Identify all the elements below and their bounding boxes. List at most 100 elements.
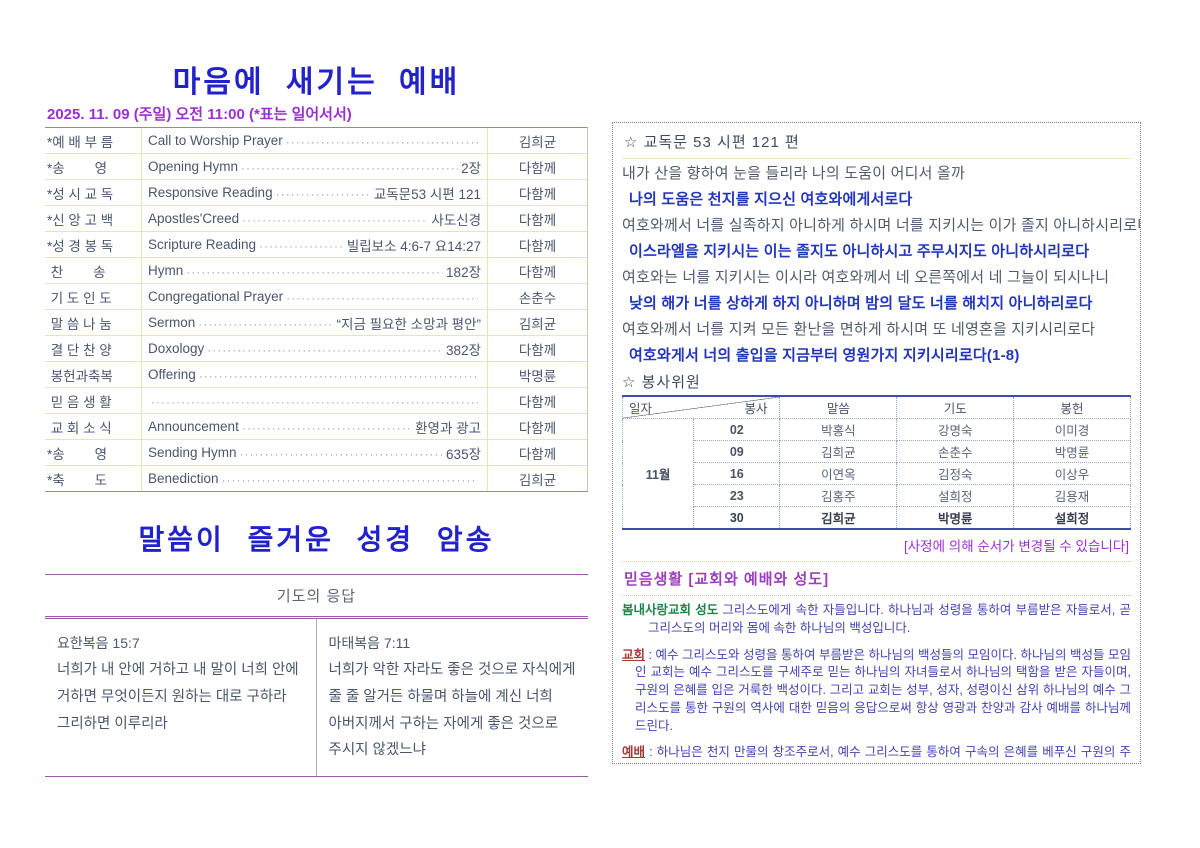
servants-date-cell: 23 [693,484,781,507]
right-page: ☆ 교독문 53 시편 121 편 내가 산을 향하여 눈을 들리라 나의 도움… [612,122,1141,764]
servants-prayer-cell: 손춘수 [896,440,1015,463]
worship-date-line: 2025. 11. 09 (주일) 오전 11:00 (*표는 일어서서) [47,106,352,123]
order-row-note: 빌립보소 4:6-7 요14:27 [346,238,481,254]
order-row-performer: 김희균 [487,310,587,335]
order-row-note: “지금 필요한 소망과 평안” [336,316,481,332]
order-row-content: Apostles'Creed 사도신경 [142,206,487,231]
order-row-performer: 다함께 [487,414,587,439]
servants-prayer-cell: 설희정 [896,484,1015,507]
order-row-note: 2장 [461,160,481,176]
memory-section-title: 말씀이 즐거운 성경 암송 [138,524,495,555]
order-row-item: Sending Hymn [148,445,237,460]
servants-title: ☆ 봉사위원 [622,374,701,391]
order-row-content: Offering [142,362,487,387]
order-row: *축 도 Benediction 김희균 [45,466,587,491]
order-row-item: Congregational Prayer [148,289,284,304]
servants-corner-cell: 봉사 일자 [621,395,781,419]
order-row-content [142,388,487,413]
faith-life-header: 믿음생활 [교회와 예배와 성도] [622,562,1131,596]
order-row-performer: 다함께 [487,232,587,257]
order-row-item: Responsive Reading [148,185,273,200]
servants-speaker-cell: 박홍식 [779,418,898,441]
servants-prayer-cell: 강명숙 [896,418,1015,441]
order-row-item: Scripture Reading [148,237,257,252]
corner-label-duty: 봉사 [744,402,768,416]
servants-row: 11월 02 박홍식 강명숙 이미경 [621,418,1131,530]
order-row-note: 환영과 광고 [415,420,481,436]
servants-speaker-cell: 이연옥 [779,462,898,485]
faith-intro-paragraph: 봄내사랑교회 성도 그리스도에게 속한 자들입니다. 하나님과 성령을 통하여 … [622,603,1131,635]
order-row: 결 단 찬 양 Doxology 382장 다함께 [45,336,587,362]
order-row-label: 믿 음 생 활 [45,388,142,413]
servants-column-header: 말씀 [779,395,898,419]
order-row-performer: 다함께 [487,206,587,231]
servants-offering-cell: 이상우 [1013,462,1131,485]
order-row-label: *성 시 교 독 [45,180,142,205]
reading-line: 여호와는 너를 지키시는 이시라 여호와께서 네 오른쪽에서 네 그늘이 되시나… [622,269,1110,286]
order-row-content: Scripture Reading 빌립보소 4:6-7 요14:27 [142,232,487,257]
order-row-item: Doxology [148,341,205,356]
order-row: 찬 송 Hymn 182장 다함께 [45,258,587,284]
memory-verse-column: 요한복음 15:7 너희가 내 안에 거하고 내 말이 너희 안에 거하면 무엇이… [45,619,317,777]
order-row-content: Opening Hymn 2장 [142,154,487,179]
order-row-item: Benediction [148,471,219,486]
order-row: 교 회 소 식 Announcement 환영과 광고 다함께 [45,414,587,440]
dotted-leader [240,446,443,460]
dotted-leader [242,212,428,226]
order-row-label: *성 경 봉 독 [45,232,142,257]
order-row-performer: 다함께 [487,154,587,179]
servants-table: 봉사 일자 말씀 기도 봉헌 11월 02 박홍식 강명숙 이미경 09 김희균 손춘수 박명륜 16 이연옥… [621,395,1131,530]
order-row: 말 씀 나 눔 Sermon “지금 필요한 소망과 평안” 김희균 [45,310,587,336]
dotted-leader [276,186,371,200]
order-row-item: Opening Hymn [148,159,239,174]
order-row-performer: 다함께 [487,180,587,205]
order-row-item: Sermon [148,315,196,330]
order-row-content: Responsive Reading 교독문53 시편 121 [142,180,487,205]
order-row-content: Sending Hymn 635장 [142,440,487,465]
order-row-note: 635장 [446,446,481,462]
order-row-label: *신 앙 고 백 [45,206,142,231]
reading-line: 나의 도움은 천지를 지으신 여호와에게서로다 [629,191,913,208]
order-row-label: 기 도 인 도 [45,284,142,309]
servants-note: [사정에 의해 순서가 변경될 수 있습니다] [622,530,1131,562]
reading-line: 내가 산을 향하여 눈을 들리라 나의 도움이 어디서 올까 [622,165,965,182]
order-row-note: 교독문53 시편 121 [373,186,481,202]
verse-reference: 마태복음 7:11 [328,635,411,651]
order-row: *예 배 부 름 Call to Worship Prayer 김희균 [45,128,587,154]
servants-speaker-cell: 김홍주 [779,484,898,507]
order-row-label: *축 도 [45,466,142,491]
memory-verse-section: 말씀이 즐거운 성경 암송 기도의 응답 요한복음 15:7 너희가 내 안에 거… [45,518,588,778]
verse-reference: 요한복음 15:7 [57,635,140,651]
corner-label-date: 일자 [629,402,653,416]
servants-offering-cell: 설희정 [1013,506,1131,530]
order-row: *신 앙 고 백 Apostles'Creed 사도신경 다함께 [45,206,587,232]
dotted-leader [242,420,412,434]
order-row-performer: 김희균 [487,466,587,491]
servants-row: 09 김희균 손춘수 박명륜 [623,440,1131,463]
order-row: 봉헌과축복 Offering 박명륜 [45,362,587,388]
dotted-leader [198,316,333,330]
dotted-leader [151,394,478,408]
order-row-item: Announcement [148,419,239,434]
order-row-performer: 다함께 [487,258,587,283]
order-row-item: Apostles'Creed [148,211,240,226]
servants-column-header: 기도 [896,395,1015,419]
dotted-leader [222,472,478,486]
order-row-note: 사도신경 [431,212,481,228]
order-row-note: 182장 [446,264,481,280]
order-row-performer: 다함께 [487,440,587,465]
order-row: *송 영 Sending Hymn 635장 다함께 [45,440,587,466]
reading-line: 여호와께서 너를 실족하지 아니하게 하시며 너를 지키시는 이가 졸지 아니하… [622,217,1141,234]
order-row-performer: 박명륜 [487,362,587,387]
servants-prayer-cell: 박명륜 [896,506,1015,530]
order-row-content: Doxology 382장 [142,336,487,361]
order-row: *성 시 교 독 Responsive Reading 교독문53 시편 121 다함… [45,180,587,206]
dotted-leader [286,290,478,304]
reading-line: 낮의 해가 너를 상하게 하지 아니하며 밤의 달도 너를 해치지 아니하리로다 [629,295,1093,312]
order-row-label: 결 단 찬 양 [45,336,142,361]
verse-text: 너희가 악한 자라도 좋은 것으로 자식에게 줄 줄 알거든 하물며 하늘에 계… [328,662,576,759]
order-row-performer: 김희균 [487,128,587,153]
reading-line: 여호와께서 너를 지켜 모든 환난을 면하게 하시며 또 네영혼을 지키시리로다 [622,321,1096,338]
